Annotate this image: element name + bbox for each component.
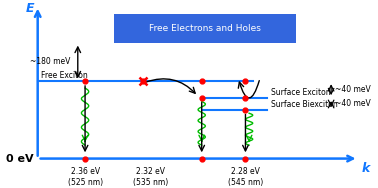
Text: k: k [362, 162, 370, 175]
Text: E: E [26, 2, 34, 15]
Text: 2.32 eV
(535 nm): 2.32 eV (535 nm) [133, 167, 168, 187]
Text: 2.28 eV
(545 nm): 2.28 eV (545 nm) [228, 167, 263, 187]
Text: Surface Exciton: Surface Exciton [271, 88, 331, 97]
Text: Free Electrons and Holes: Free Electrons and Holes [149, 24, 261, 33]
Text: 2.36 eV
(525 nm): 2.36 eV (525 nm) [68, 167, 103, 187]
Text: ~40 meV: ~40 meV [335, 85, 370, 94]
Text: ~180 meV: ~180 meV [30, 58, 70, 67]
Text: 0 eV: 0 eV [6, 154, 34, 164]
Text: ~40 meV: ~40 meV [335, 99, 370, 108]
Text: Free Exciton: Free Exciton [41, 71, 88, 80]
Text: Surface Biexciton: Surface Biexciton [271, 100, 338, 109]
FancyBboxPatch shape [114, 14, 296, 43]
